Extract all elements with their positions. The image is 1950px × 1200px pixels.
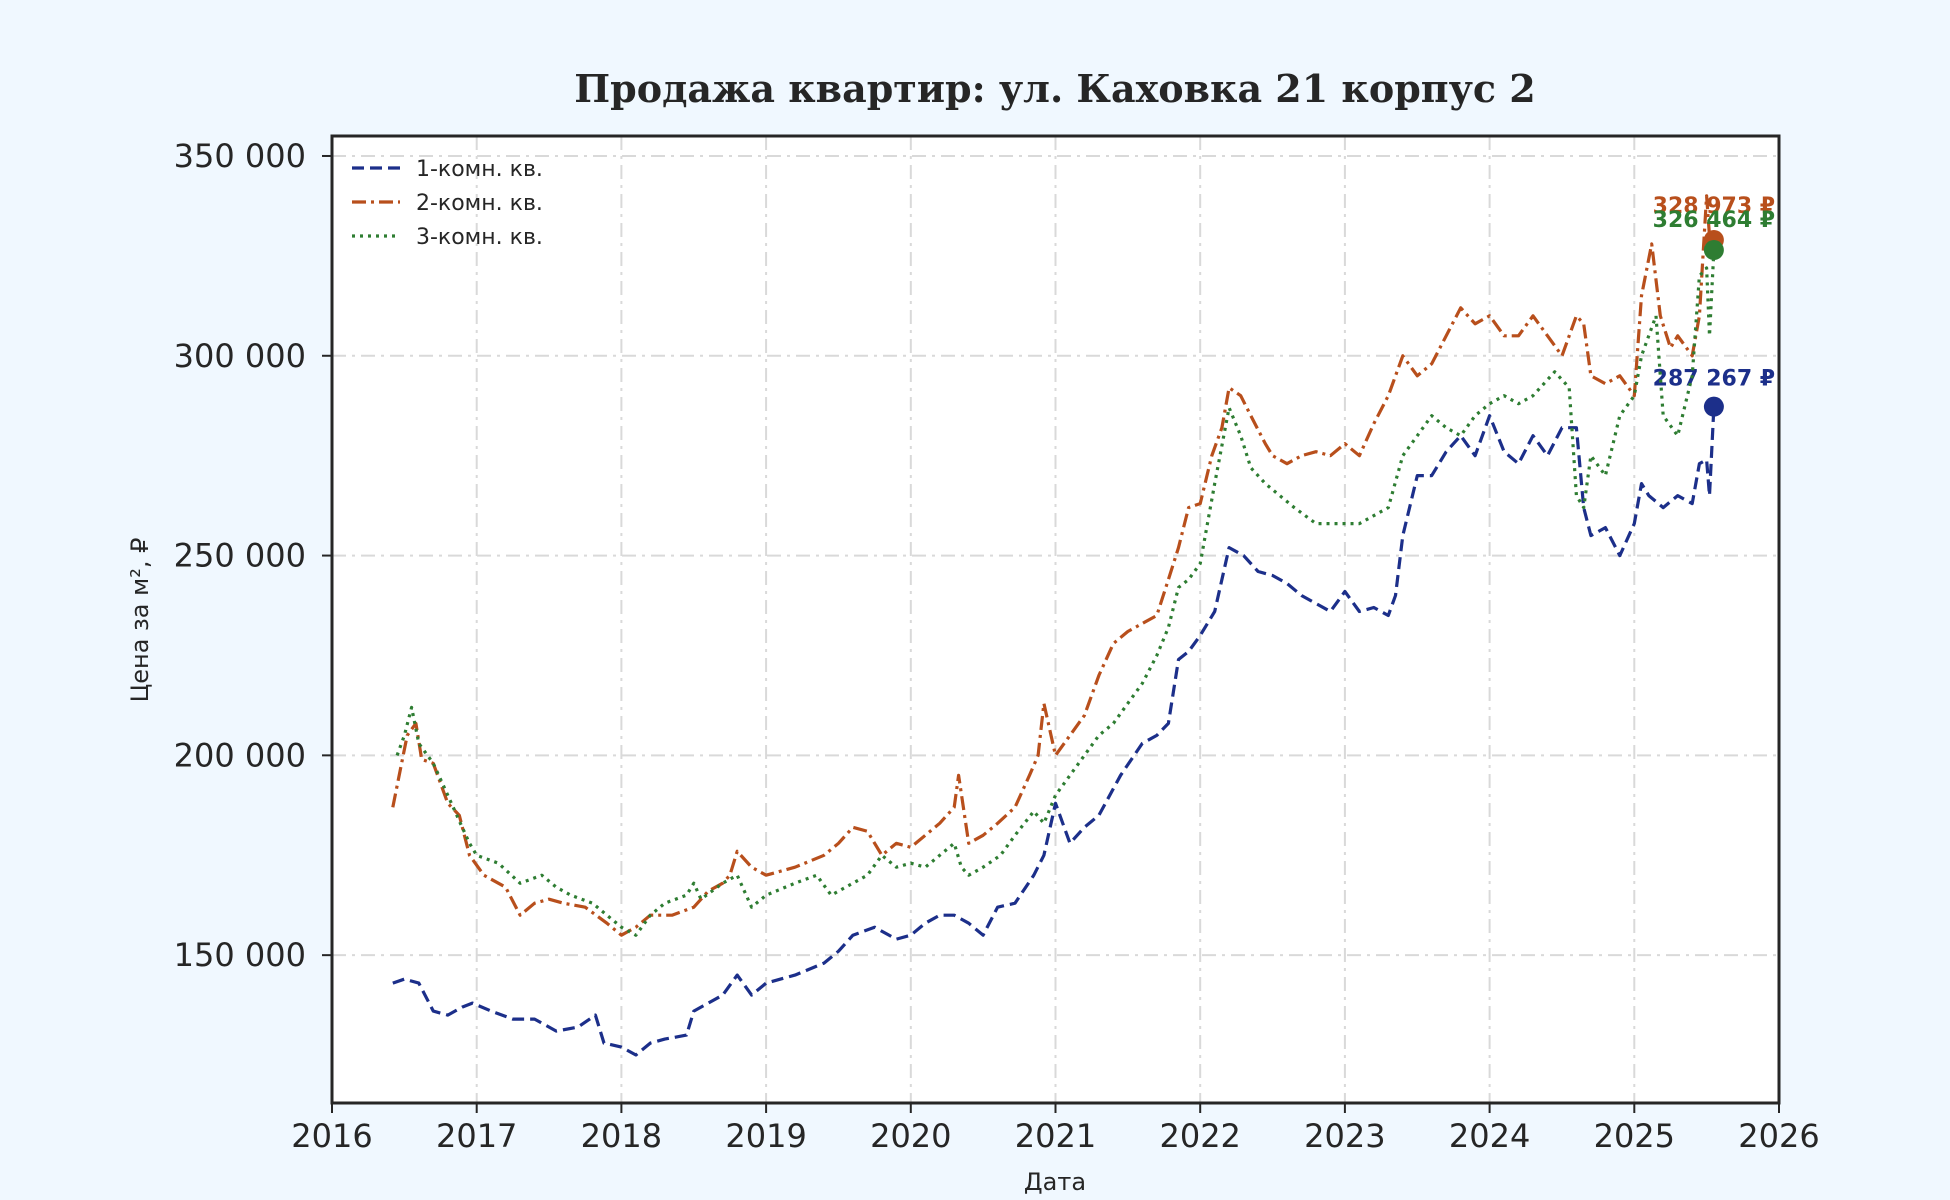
y-tick-label: 350 000 <box>174 137 306 175</box>
x-tick-label: 2020 <box>870 1117 951 1155</box>
x-axis-label: Дата <box>1024 1168 1086 1196</box>
x-tick-label: 2022 <box>1159 1117 1240 1155</box>
x-tick-label: 2021 <box>1015 1117 1096 1155</box>
series-line-2 <box>391 194 1715 937</box>
x-tick-label: 2017 <box>436 1117 517 1155</box>
axis-ticks: 2016 2017 2018 2019 2020 2021 2022 2023 2024 2025… <box>174 137 1820 1155</box>
x-tick-label: 2025 <box>1594 1117 1675 1155</box>
series-endpoint-1 <box>1703 396 1724 417</box>
y-tick-label: 250 000 <box>174 537 306 575</box>
y-axis-label: Цена за м², ₽ <box>126 538 154 703</box>
y-tick-label: 300 000 <box>174 337 306 375</box>
y-tick-label: 150 000 <box>174 936 306 974</box>
chart-title: Продажа квартир: ул. Каховка 21 корпус 2 <box>574 66 1535 111</box>
series-layer: 287 267 ₽ 328 973 ₽326 464 ₽ <box>391 194 1775 1057</box>
series-end-label-1: 287 267 ₽ <box>1653 367 1775 392</box>
x-tick-label: 2016 <box>291 1117 372 1155</box>
series-line-3 <box>395 249 1716 937</box>
legend-label-2: 2-комн. кв. <box>416 191 543 216</box>
legend: 1-комн. кв. 2-комн. кв. 3-комн. кв. <box>352 157 543 250</box>
legend-label-3: 3-комн. кв. <box>416 225 543 250</box>
y-tick-label: 200 000 <box>174 736 306 774</box>
series-endpoint-3 <box>1703 240 1724 261</box>
x-tick-label: 2024 <box>1449 1117 1530 1155</box>
series-line-1 <box>392 406 1716 1057</box>
series-end-label-3: 326 464 ₽ <box>1653 208 1775 233</box>
x-tick-label: 2026 <box>1738 1117 1819 1155</box>
x-tick-label: 2018 <box>581 1117 662 1155</box>
series-end-label-2: 328 973 ₽ <box>1653 194 1775 219</box>
x-tick-label: 2023 <box>1304 1117 1385 1155</box>
x-tick-label: 2019 <box>725 1117 806 1155</box>
legend-label-1: 1-комн. кв. <box>416 157 543 182</box>
